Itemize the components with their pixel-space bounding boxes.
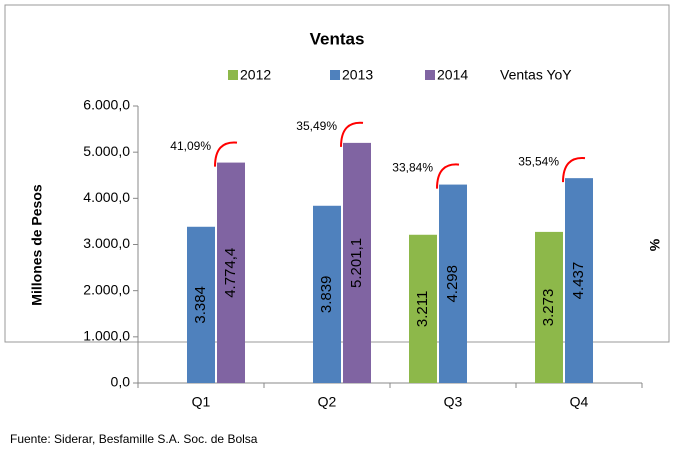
bar: [565, 178, 593, 383]
y-tick-label: 1.000,0: [83, 328, 130, 344]
yoy-arc: [340, 121, 364, 147]
bar: [187, 226, 215, 383]
yoy-label: 35,54%: [518, 154, 559, 168]
y-tick-label: 4.000,0: [83, 189, 130, 205]
yoy-label: 41,09%: [170, 139, 211, 153]
y2-axis-title: %: [647, 238, 663, 251]
x-tick-label: Q2: [318, 394, 337, 410]
y-tick-label: 5.000,0: [83, 143, 130, 159]
yoy-arc: [562, 157, 586, 183]
value-label: 3.211: [414, 291, 431, 327]
x-tick-label: Q4: [570, 394, 589, 410]
yoy-arc: [436, 163, 460, 189]
x-tick-label: Q3: [444, 394, 463, 410]
x-tick-label: Q1: [192, 394, 211, 410]
y-tick-label: 3.000,0: [83, 235, 130, 251]
bar: [409, 234, 437, 383]
value-label: 4.298: [444, 265, 461, 303]
y-tick-label: 6.000,0: [83, 97, 130, 113]
bar: [439, 184, 467, 383]
value-label: 4.437: [570, 262, 587, 300]
bar: [217, 162, 245, 383]
yoy-arc: [214, 141, 238, 167]
legend-label: 2014: [437, 67, 468, 83]
y-axis-title: Millones de Pesos: [29, 184, 45, 306]
value-label: 3.273: [540, 289, 557, 327]
y-tick-label: 2.000,0: [83, 281, 130, 297]
legend-label: Ventas YoY: [500, 67, 572, 83]
bar: [313, 205, 341, 383]
bar: [535, 231, 563, 383]
value-label: 4.774,4: [222, 248, 239, 298]
legend-swatch: [330, 70, 340, 80]
value-label: 3.839: [318, 276, 335, 314]
yoy-label: 35,49%: [296, 119, 337, 133]
legend-swatch: [425, 70, 435, 80]
chart-title: Ventas: [310, 29, 365, 48]
y-tick-label: 0,0: [111, 374, 131, 390]
legend-label: 2012: [240, 67, 271, 83]
legend-label: 2013: [342, 67, 373, 83]
value-label: 3.384: [192, 286, 209, 324]
legend-swatch: [228, 70, 238, 80]
value-label: 5.201,1: [348, 238, 365, 288]
bar: [343, 142, 371, 383]
yoy-label: 33,84%: [392, 161, 433, 175]
source: Fuente: Siderar, Besfamille S.A. Soc. de…: [10, 432, 258, 446]
